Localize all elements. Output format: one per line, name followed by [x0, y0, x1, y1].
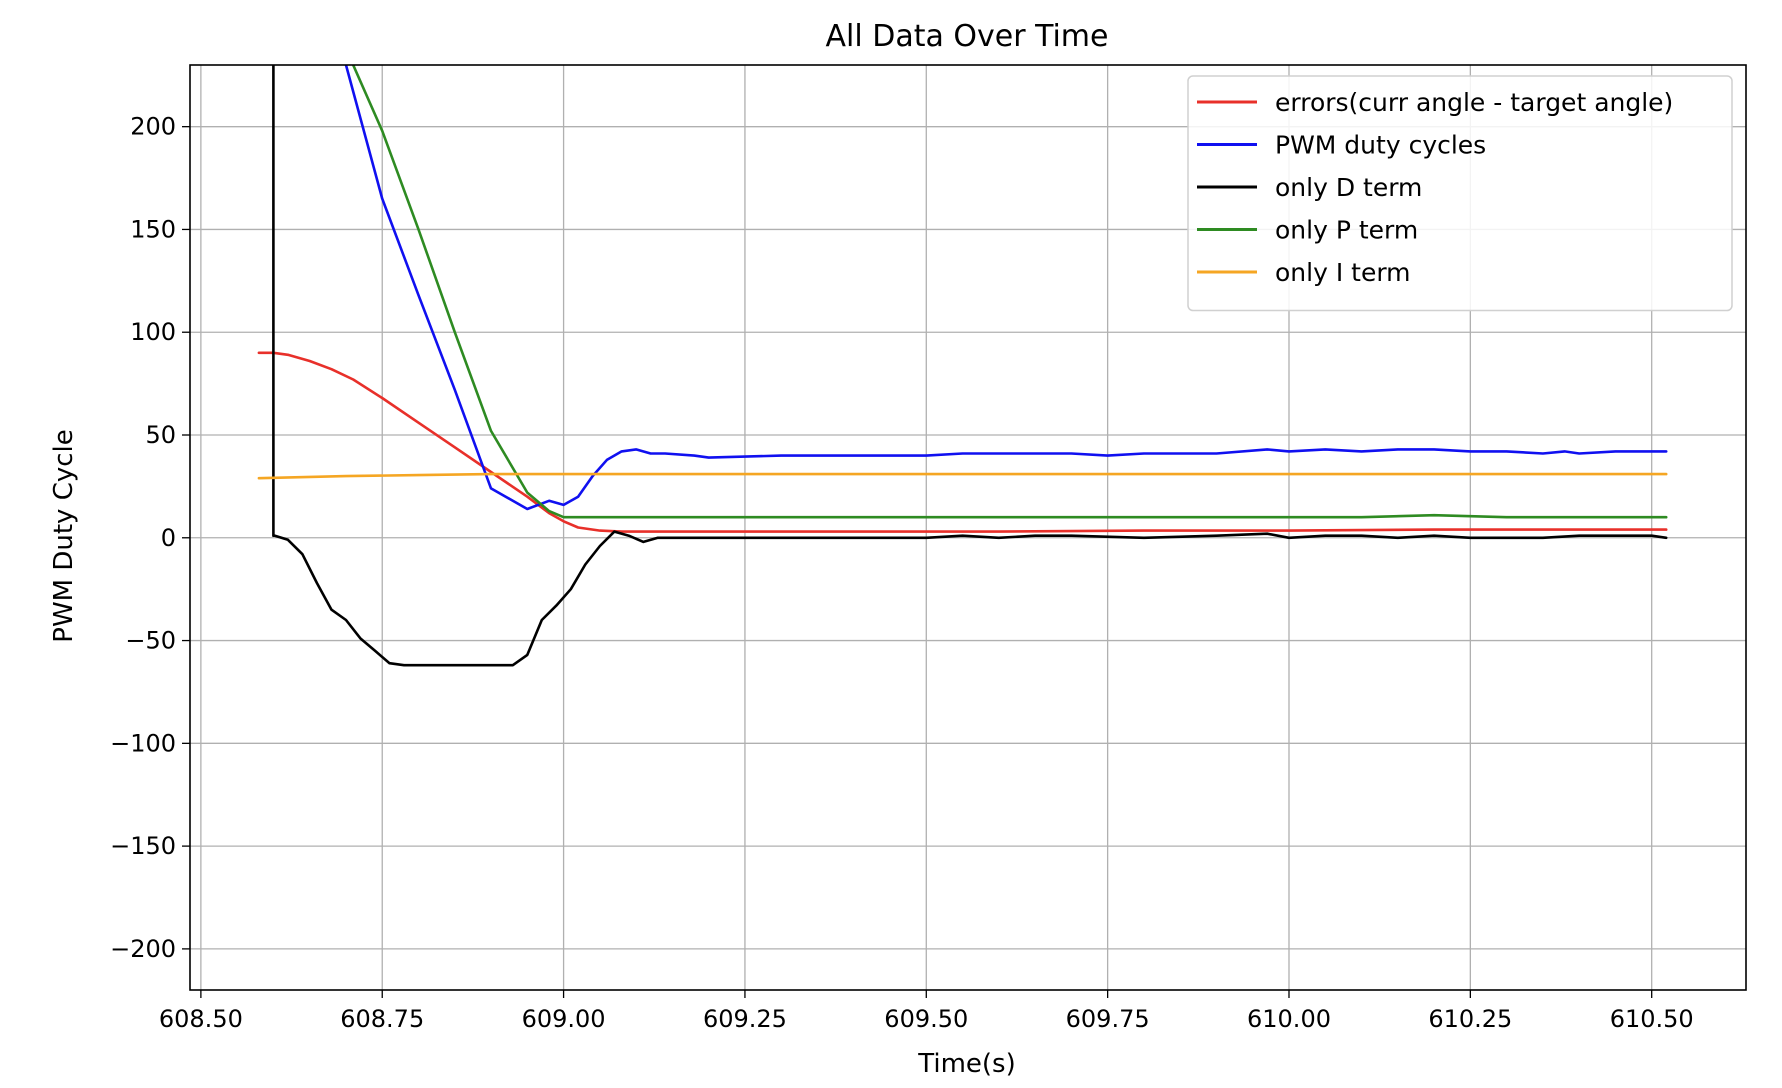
x-tick-label: 610.00: [1247, 1005, 1331, 1033]
series-line-only-p-term: [351, 65, 1668, 519]
legend-label: PWM duty cycles: [1275, 131, 1486, 160]
legend: errors(curr angle - target angle) PWM dut…: [1187, 75, 1733, 312]
y-axis-ticks: −200 −150 −100 −50 0 50 100 150 200: [110, 113, 190, 963]
series-line-only-d-term: [272, 65, 1668, 667]
legend-label: errors(curr angle - target angle): [1275, 88, 1673, 117]
x-tick-label: 609.00: [522, 1005, 606, 1033]
x-tick-label: 609.50: [884, 1005, 968, 1033]
y-tick-label: 50: [145, 421, 176, 449]
legend-label: only P term: [1275, 216, 1418, 245]
series-line-pwm-duty-cycles: [344, 65, 1668, 511]
series-line-only-i-term: [257, 472, 1668, 480]
y-tick-label: −100: [110, 729, 176, 757]
plot-frame: [189, 64, 1747, 991]
x-tick-label: 609.25: [703, 1005, 787, 1033]
y-tick-label: 100: [130, 318, 176, 346]
legend-box: [1187, 75, 1733, 312]
series-line-errors-curr-angle-target-angle: [257, 351, 1668, 533]
x-tick-label: 609.75: [1066, 1005, 1150, 1033]
x-tick-label: 608.75: [340, 1005, 424, 1033]
y-tick-label: 200: [130, 113, 176, 141]
x-axis-ticks: 608.50 608.75 609.00 609.25 609.50 609.75 610.…: [159, 990, 1694, 1033]
x-tick-label: 610.50: [1610, 1005, 1694, 1033]
legend-label: only I term: [1275, 258, 1411, 287]
y-tick-label: 150: [130, 215, 176, 243]
legend-label: only D term: [1275, 173, 1422, 202]
y-tick-label: −50: [125, 627, 176, 655]
y-tick-label: 0: [161, 524, 176, 552]
x-axis-label: Time(s): [917, 1049, 1015, 1079]
y-axis-label: PWM Duty Cycle: [49, 429, 79, 642]
y-tick-label: −150: [110, 832, 176, 860]
y-tick-label: −200: [110, 935, 176, 963]
series-lines: [257, 65, 1668, 667]
x-tick-label: 610.25: [1428, 1005, 1512, 1033]
chart-title: All Data Over Time: [825, 19, 1108, 54]
x-tick-label: 608.50: [159, 1005, 243, 1033]
